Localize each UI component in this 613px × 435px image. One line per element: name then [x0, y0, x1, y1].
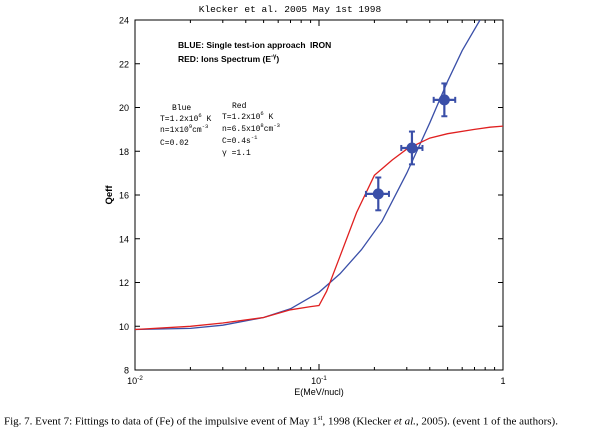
- legend-blue: BLUE: Single test-ion approach: [178, 40, 306, 50]
- series-layer: [135, 20, 503, 331]
- y-tick-label: 10: [119, 322, 129, 332]
- blue-density: n=1x109cm-3: [160, 123, 208, 135]
- red-temperature: T=1.2x106 K: [222, 110, 274, 122]
- legend-element: IRON: [310, 40, 331, 50]
- y-tick-label: 16: [119, 191, 129, 201]
- series-blue-line: [135, 20, 481, 331]
- blue-temperature: T=1.2x106 K: [160, 112, 212, 124]
- red-density: n=6.5x108cm-3: [222, 122, 280, 134]
- x-tick-label: 1: [500, 376, 505, 386]
- chart-title: Klecker et al. 2005 May 1st 1998: [199, 4, 382, 15]
- y-tick-label: 24: [119, 16, 129, 26]
- x-tick-label: 10-2: [127, 375, 143, 386]
- y-tick-label: 14: [119, 234, 129, 244]
- data-point: [400, 130, 424, 166]
- data-points: [364, 82, 457, 212]
- y-axis-label: Qeff: [104, 185, 115, 205]
- plot-frame: [134, 19, 504, 371]
- red-c: C=0.4s-1: [222, 134, 258, 146]
- legend: BLUE: Single test-ion approach IRON RED:…: [178, 40, 331, 64]
- y-axis: 8 10 12 14 16 18 20 22 24: [119, 16, 503, 376]
- data-point: [364, 176, 390, 212]
- data-point: [432, 82, 457, 118]
- y-tick-label: 20: [119, 103, 129, 113]
- data-point-marker: [372, 188, 384, 200]
- y-tick-label: 12: [119, 278, 129, 288]
- y-tick-label: 8: [124, 366, 129, 376]
- data-point-marker: [438, 94, 450, 106]
- data-point-marker: [406, 142, 418, 154]
- legend-red: RED: Ions Spectrum (E-γ): [178, 54, 279, 64]
- x-tick-label: 10-1: [311, 375, 327, 386]
- series-red-line: [135, 125, 503, 331]
- red-title: Red: [232, 102, 247, 111]
- y-tick-label: 22: [119, 59, 129, 69]
- blue-parameters: Blue T=1.2x106 K n=1x109cm-3 C=0.02: [160, 104, 212, 148]
- blue-title: Blue: [172, 104, 191, 113]
- figure-caption: Fig. 7. Event 7: Fittings to data of (Fe…: [4, 414, 558, 428]
- x-axis: 10-2 10-1 1: [127, 20, 506, 386]
- red-gamma: γ =1.1: [222, 149, 251, 158]
- red-parameters: Red T=1.2x106 K n=6.5x108cm-3 C=0.4s-1 γ…: [222, 102, 280, 158]
- y-tick-label: 18: [119, 147, 129, 157]
- chart: Klecker et al. 2005 May 1st 1998 8 10 12 14…: [104, 4, 506, 397]
- x-axis-label: E(MeV/nucl): [294, 387, 344, 397]
- blue-c: C=0.02: [160, 139, 189, 148]
